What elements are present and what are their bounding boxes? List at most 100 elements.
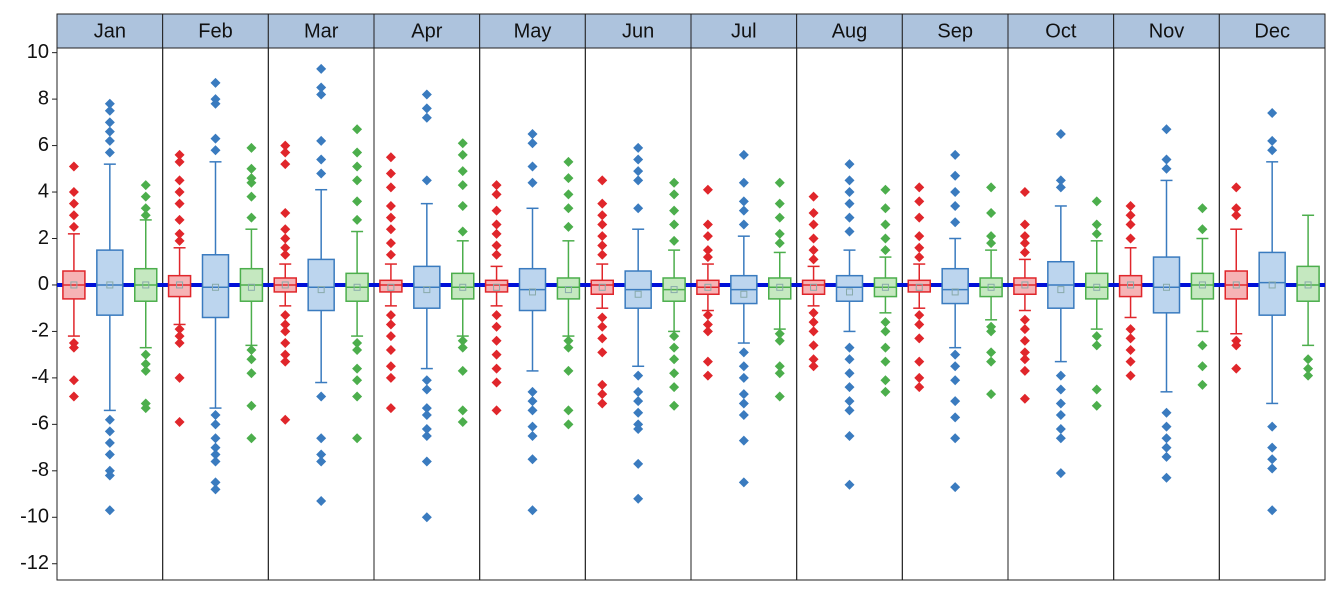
outlier <box>774 328 785 339</box>
box <box>1118 274 1143 298</box>
outlier <box>246 142 257 153</box>
outlier <box>140 358 151 369</box>
outlier <box>280 414 291 425</box>
outlier <box>914 196 925 207</box>
outlier <box>140 403 151 414</box>
outlier <box>68 187 79 198</box>
outlier <box>174 156 185 167</box>
outlier <box>316 82 327 93</box>
panel-label: Mar <box>304 20 339 42</box>
outlier <box>174 228 185 239</box>
outlier <box>457 365 468 376</box>
outlier <box>1125 219 1136 230</box>
outlier <box>174 214 185 225</box>
outlier <box>457 200 468 211</box>
outlier <box>210 477 221 488</box>
outlier <box>950 412 961 423</box>
y-tick-label: 8 <box>38 87 49 109</box>
outlier <box>633 396 644 407</box>
outlier <box>597 198 608 209</box>
outlier <box>1231 363 1242 374</box>
outlier <box>1091 384 1102 395</box>
outlier <box>385 200 396 211</box>
outlier <box>1055 410 1066 421</box>
panel-label: Jul <box>731 20 757 42</box>
outlier <box>1019 354 1030 365</box>
mean <box>493 283 501 291</box>
outlier <box>527 386 538 397</box>
panel-label: Feb <box>198 20 232 42</box>
outlier <box>844 198 855 209</box>
panel-label: Oct <box>1045 20 1077 42</box>
panel-label: Nov <box>1149 20 1185 42</box>
mean <box>106 281 114 289</box>
outlier <box>457 405 468 416</box>
outlier <box>808 233 819 244</box>
mean <box>1268 281 1276 289</box>
outlier <box>280 326 291 337</box>
outlier <box>986 231 997 242</box>
outlier <box>140 349 151 360</box>
outlier <box>174 331 185 342</box>
panel <box>1218 47 1326 581</box>
outlier <box>1161 154 1172 165</box>
outlier <box>457 335 468 346</box>
outlier <box>457 180 468 191</box>
outlier <box>880 203 891 214</box>
outlier <box>844 212 855 223</box>
outlier <box>491 363 502 374</box>
outlier <box>563 203 574 214</box>
outlier <box>597 321 608 332</box>
mean <box>1198 281 1206 289</box>
outlier <box>914 356 925 367</box>
outlier <box>808 317 819 328</box>
outlier <box>316 135 327 146</box>
outlier <box>1197 340 1208 351</box>
outlier <box>633 407 644 418</box>
outlier <box>210 456 221 467</box>
outlier <box>527 161 538 172</box>
outlier <box>1161 163 1172 174</box>
outlier <box>316 168 327 179</box>
outlier <box>880 326 891 337</box>
outlier <box>914 319 925 330</box>
outlier <box>280 349 291 360</box>
outlier <box>491 249 502 260</box>
outlier <box>140 191 151 202</box>
outlier <box>104 126 115 137</box>
outlier <box>1091 331 1102 342</box>
outlier <box>563 156 574 167</box>
box <box>484 279 509 293</box>
outlier <box>491 310 502 321</box>
outlier <box>352 175 363 186</box>
y-tick-label: 2 <box>38 227 49 249</box>
outlier <box>280 224 291 235</box>
y-tick-label: 4 <box>38 180 49 202</box>
outlier <box>68 375 79 386</box>
outlier <box>246 354 257 365</box>
outlier <box>352 214 363 225</box>
outlier <box>491 349 502 360</box>
outlier <box>1267 454 1278 465</box>
strip <box>1007 13 1115 49</box>
outlier <box>880 184 891 195</box>
outlier <box>563 365 574 376</box>
outlier <box>1161 433 1172 444</box>
outlier <box>669 177 680 188</box>
outlier <box>1019 324 1030 335</box>
box <box>1085 272 1109 300</box>
outlier <box>421 112 432 123</box>
outlier <box>491 189 502 200</box>
outlier <box>1231 340 1242 351</box>
strip <box>1218 13 1326 49</box>
outlier <box>68 210 79 221</box>
outlier <box>774 228 785 239</box>
outlier <box>1055 175 1066 186</box>
outlier <box>1125 333 1136 344</box>
outlier <box>174 417 185 428</box>
outlier <box>1019 238 1030 249</box>
panel-label: May <box>514 20 552 42</box>
box <box>201 254 230 319</box>
outlier <box>986 207 997 218</box>
